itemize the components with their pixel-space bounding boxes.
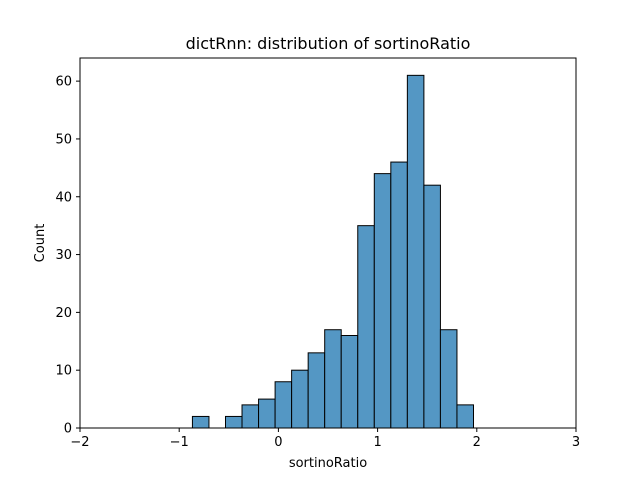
x-tick-label: 2 <box>473 435 481 450</box>
bars-group <box>191 74 474 429</box>
histogram-bar <box>274 381 293 429</box>
histogram-bar <box>423 184 441 429</box>
histogram-bar <box>258 398 276 429</box>
histogram-bar <box>439 329 458 429</box>
y-tick-label: 40 <box>55 190 72 205</box>
histogram-bar <box>307 352 326 429</box>
plot-frame <box>79 57 577 429</box>
y-axis: 0 10 20 30 40 50 60 <box>55 75 80 437</box>
y-axis-label: Count <box>33 224 48 263</box>
y-tick-label: 20 <box>55 306 72 321</box>
histogram-bar <box>241 404 260 429</box>
x-tick-label: 1 <box>373 435 381 450</box>
x-axis: −2 −1 0 1 2 3 <box>70 428 580 450</box>
y-tick-label: 30 <box>55 248 72 263</box>
histogram-bar <box>291 369 309 429</box>
y-tick-label: 60 <box>55 75 72 90</box>
histogram-bar <box>390 161 408 429</box>
y-tick-label: 10 <box>55 364 72 379</box>
histogram-bar <box>324 329 342 429</box>
y-tick-label: 0 <box>64 422 72 437</box>
chart-title: dictRnn: distribution of sortinoRatio <box>186 34 471 53</box>
histogram-bar <box>373 173 392 429</box>
y-tick-label: 50 <box>55 132 72 147</box>
histogram-bar <box>406 74 425 429</box>
x-tick-label: 0 <box>274 435 282 450</box>
histogram-bar <box>456 404 474 429</box>
x-axis-label: sortinoRatio <box>289 456 367 471</box>
histogram-bar <box>357 225 375 429</box>
histogram-bar <box>191 415 210 429</box>
x-tick-label: 3 <box>572 435 580 450</box>
histogram-bar <box>340 335 359 429</box>
histogram-bar <box>224 415 243 429</box>
x-tick-label: −2 <box>70 435 89 450</box>
x-tick-label: −1 <box>170 435 189 450</box>
